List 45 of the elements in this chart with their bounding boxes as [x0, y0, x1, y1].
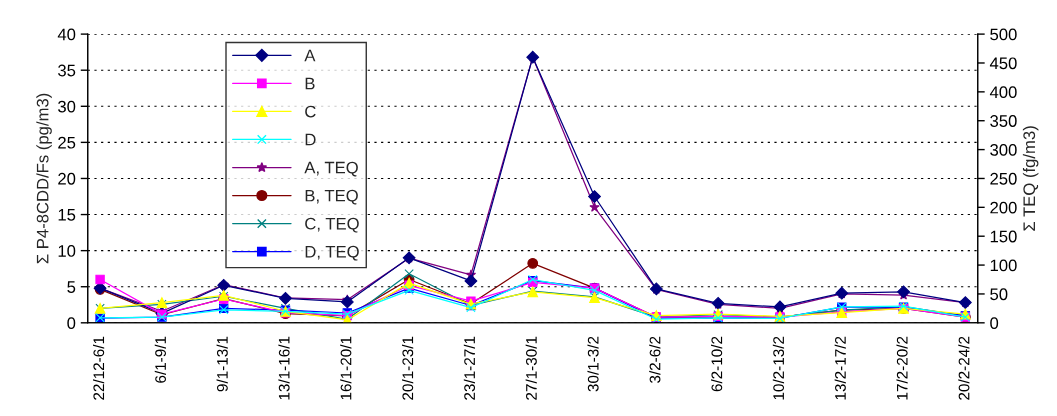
x-tick-label: 17/2-20/2	[896, 336, 908, 400]
legend-label: D	[305, 133, 316, 146]
legend-label: A	[304, 49, 316, 62]
y2-tick-label: 500	[990, 28, 1017, 41]
y-tick-label: 15	[58, 209, 76, 221]
y-tick-label: 40	[57, 28, 76, 41]
x-tick-label: 3/2-6/2	[649, 336, 661, 383]
y-axis-title: Σ P4-8CDD/Fs (pg/m3)	[36, 93, 52, 264]
x-tick-label: 30/1-3/2	[587, 336, 599, 392]
y2-axis-title: Σ TEQ (fg/m3)	[1022, 126, 1039, 231]
y-tick-label: 30	[58, 100, 76, 113]
legend-label: A, TEQ	[304, 161, 358, 177]
y2-tick-label: 150	[990, 230, 1017, 243]
legend-label: B	[305, 77, 315, 90]
x-tick-label: 13/2-17/2	[834, 336, 846, 400]
x-tick-label: 6/1-9/1	[154, 336, 166, 383]
y2-tick-label: 300	[990, 143, 1017, 156]
y-tick-label: 35	[58, 64, 76, 77]
x-tick-label: 16/1-20/1	[340, 336, 352, 400]
y2-tick-label: 250	[990, 172, 1017, 185]
legend-label: B, TEQ	[305, 189, 358, 205]
legend-label: C, TEQ	[305, 217, 359, 233]
x-tick-label: 13/1-16/1	[278, 336, 290, 400]
legend-label: D, TEQ	[305, 245, 359, 261]
y-tick-label: 5	[67, 281, 76, 293]
y2-tick-label: 350	[990, 115, 1017, 127]
x-tick-label: 20/2-24/2	[958, 336, 970, 400]
legend-label: C	[305, 105, 316, 118]
y-tick-label: 20	[58, 172, 76, 185]
x-tick-label: 20/1-23/1	[402, 336, 414, 400]
y2-tick-label: 450	[989, 57, 1017, 70]
y2-tick-label: 100	[990, 259, 1017, 272]
y2-tick-label: 200	[990, 201, 1017, 214]
x-tick-label: 9/1-13/1	[216, 336, 228, 392]
x-tick-label: 6/2-10/2	[711, 336, 723, 392]
y2-tick-label: 0	[990, 317, 999, 330]
x-tick-label: 23/1-27/1	[463, 336, 476, 400]
x-tick-label: 10/2-13/2	[772, 336, 785, 400]
y-tick-label: 10	[58, 245, 76, 257]
x-tick-label: 27/1-30/1	[525, 336, 537, 400]
y2-tick-label: 50	[990, 288, 1008, 301]
y-tick-label: 25	[58, 136, 76, 149]
y2-tick-label: 400	[989, 86, 1017, 99]
y-tick-label: 0	[67, 317, 76, 330]
x-tick-label: 22/12-6/1	[92, 336, 105, 400]
